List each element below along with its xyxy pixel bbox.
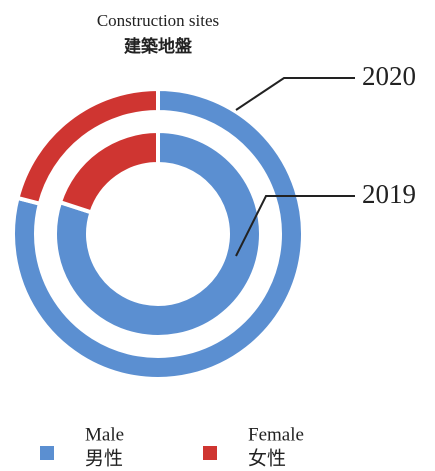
chart-subtitle: 建築地盤	[124, 36, 193, 57]
legend-swatch	[203, 446, 217, 460]
donut-segment	[11, 86, 305, 381]
legend-label: Male	[85, 424, 124, 445]
legend-label: 男性	[85, 448, 123, 470]
legend-label: 女性	[248, 448, 286, 470]
donut-segment	[15, 86, 160, 207]
legend-label: Female	[248, 424, 304, 445]
ring-label: 2020	[362, 61, 416, 91]
callout-line	[235, 77, 355, 111]
donut-segment	[57, 128, 160, 215]
rings	[11, 86, 305, 381]
legend-swatch	[40, 446, 54, 460]
donut-segment	[53, 128, 263, 339]
ring-label: 2019	[362, 179, 416, 209]
callout-line	[235, 195, 355, 257]
chart-title: Construction sites	[97, 11, 219, 30]
